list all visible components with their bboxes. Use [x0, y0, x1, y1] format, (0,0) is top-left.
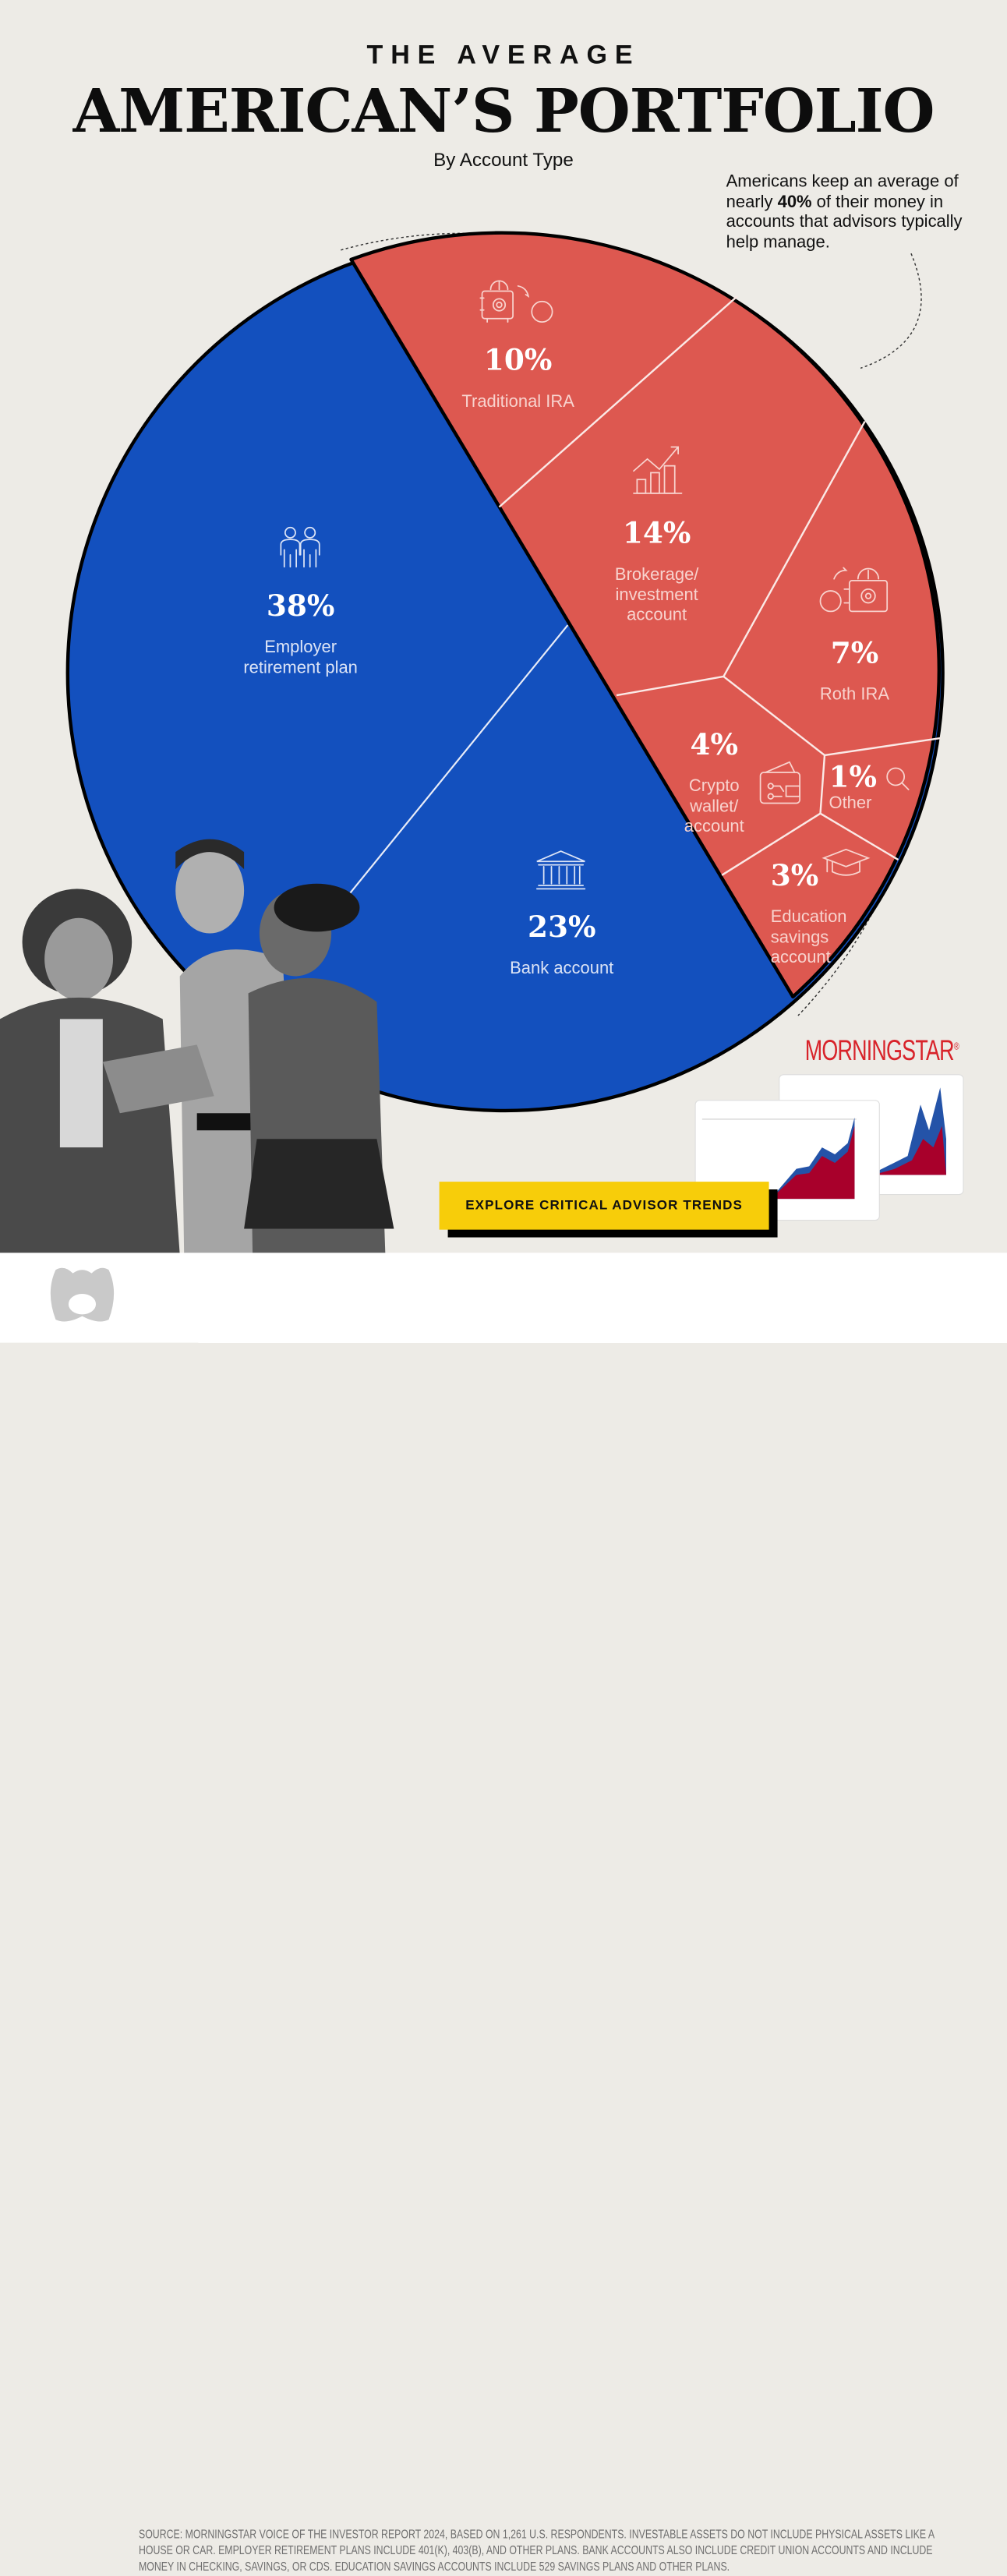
brand-name: MORNINGSTAR	[804, 1034, 955, 1067]
annotation-text-end: of their money in accounts that advisors…	[726, 192, 963, 252]
divider-crypto-education	[721, 812, 822, 876]
slice-label: Education savings account	[770, 907, 847, 967]
explore-advisor-trends-button[interactable]: EXPLORE CRITICAL ADVISOR TRENDS	[439, 1182, 769, 1230]
slice-crypto: 4% Crypto wallet/ account	[684, 713, 744, 853]
slice-dividers	[498, 295, 941, 876]
publisher-logo-icon	[50, 1267, 115, 1322]
slice-value: 7%	[830, 636, 879, 671]
slice-value: 1%	[829, 760, 877, 795]
slice-label: Crypto wallet/ account	[684, 776, 744, 836]
slice-value: 14%	[622, 516, 691, 551]
slice-bank-account: 23% Bank account	[510, 896, 613, 995]
safe-tax-icon	[479, 280, 553, 323]
safe-tax-icon	[819, 567, 889, 613]
bank-icon	[535, 850, 586, 890]
slice-label: Roth IRA	[819, 684, 890, 705]
divider-other-education	[819, 812, 899, 861]
divider-crypto-other	[819, 754, 826, 814]
retirees-icon	[280, 526, 320, 568]
pie-chart	[0, 231, 964, 1255]
divider-crypto-roth-other	[723, 675, 941, 757]
footer: SOURCE: MORNINGSTAR VOICE OF THE INVESTO…	[0, 1253, 1007, 2574]
pie-slice-red-group	[349, 231, 941, 999]
slice-label: Traditional IRA	[461, 392, 574, 412]
slice-education: 3% Education savings account	[771, 844, 847, 984]
slice-value: 38%	[266, 588, 335, 624]
slice-value: 3%	[770, 858, 819, 893]
slice-value: 4%	[690, 727, 739, 762]
annotation-connector	[860, 253, 922, 369]
annotation-highlight: 40%	[777, 192, 812, 211]
slice-label: Employer retirement plan	[243, 638, 358, 677]
annotation-text: Americans keep an average of nearly	[726, 171, 959, 211]
slice-label: Brokerage/ investment account	[614, 565, 699, 624]
people-photo	[0, 839, 394, 1255]
slice-value: 10%	[483, 343, 553, 378]
slice-value: 23%	[527, 910, 596, 945]
slice-roth-ira: 7% Roth IRA	[820, 622, 889, 721]
kicker: THE AVERAGE	[366, 39, 641, 69]
divider-employer-bank	[337, 624, 569, 909]
slice-label: Bank account	[510, 959, 614, 978]
annotation: Americans keep an average of nearly 40% …	[726, 172, 992, 253]
slice-other: 1% Other	[829, 761, 876, 814]
morningstar-logo: MORNINGSTAR®	[805, 1034, 959, 1068]
divider-traditional-brokerage	[498, 295, 738, 508]
slice-traditional-ira: 10% Traditional IRA	[461, 329, 574, 428]
slice-brokerage: 14% Brokerage/ investment account	[615, 502, 698, 641]
magnifier-icon	[886, 767, 910, 790]
infographic: THE AVERAGE AMERICAN’S PORTFOLIO By Acco…	[0, 39, 1007, 2574]
crypto-wallet-icon	[759, 761, 801, 804]
source-note: SOURCE: MORNINGSTAR VOICE OF THE INVESTO…	[138, 2528, 935, 2574]
subtitle: By Account Type	[433, 149, 574, 171]
brand-mark: ®	[953, 1040, 959, 1052]
growth-chart-icon	[633, 446, 683, 494]
slice-label: Other	[829, 793, 872, 813]
slice-employer-retirement: 38% Employer retirement plan	[243, 574, 358, 694]
page-title: AMERICAN’S PORTFOLIO	[72, 75, 935, 147]
graduation-cap-icon	[822, 848, 871, 876]
